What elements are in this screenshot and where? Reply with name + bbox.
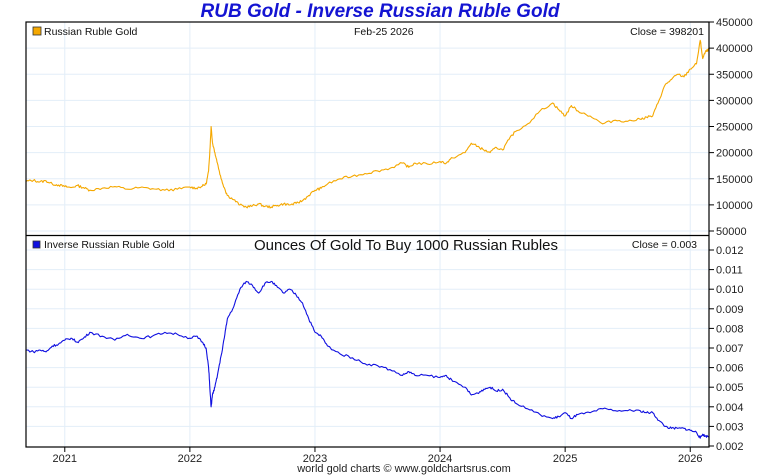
- y-tick-label: 200000: [716, 148, 753, 160]
- date-label: Feb-25 2026: [354, 26, 414, 38]
- close-label-gold: Close = 398201: [630, 26, 704, 38]
- footer-credit: world gold charts © www.goldchartsrus.co…: [296, 463, 511, 475]
- y-tick-label: 100000: [716, 200, 753, 212]
- y-tick-label: 0.004: [716, 402, 744, 414]
- x-tick-label: 2023: [303, 453, 327, 465]
- y-tick-label: 0.002: [716, 441, 744, 453]
- y-tick-label: 450000: [716, 17, 753, 29]
- x-tick-label: 2025: [553, 453, 577, 465]
- series-layer: [25, 39, 710, 439]
- series-line-inverse-russian-ruble-gold: [25, 280, 710, 439]
- y-tick-label: 0.005: [716, 382, 744, 394]
- y-tick-label: 150000: [716, 174, 753, 186]
- legend-label-inverse: Inverse Russian Ruble Gold: [44, 239, 175, 251]
- y-tick-label: 0.007: [716, 343, 744, 355]
- y-tick-label: 300000: [716, 95, 753, 107]
- subtitle: Ounces Of Gold To Buy 1000 Russian Ruble…: [254, 237, 558, 254]
- y-tick-label: 0.010: [716, 284, 744, 296]
- y-tick-label: 50000: [716, 226, 747, 238]
- y-tick-label: 0.009: [716, 304, 744, 316]
- series-line-russian-ruble-gold: [25, 39, 710, 209]
- x-tick-label: 2022: [178, 453, 202, 465]
- y-tick-label: 0.006: [716, 363, 744, 375]
- x-tick-label: 2026: [678, 453, 702, 465]
- y-tick-label: 350000: [716, 69, 753, 81]
- x-tick-label: 2024: [428, 453, 452, 465]
- y-tick-label: 0.003: [716, 421, 744, 433]
- axis-layer: 50000 100000 150000 200000 250000 300000 35000…: [53, 17, 753, 465]
- y-tick-label: 250000: [716, 122, 753, 134]
- y-tick-label: 0.011: [716, 265, 743, 277]
- plot-frame: [25, 21, 710, 448]
- x-tick-label: 2021: [53, 453, 77, 465]
- legend-swatch-gold: [32, 26, 42, 36]
- legend-swatch-inverse: [32, 240, 41, 249]
- close-label-inverse: Close = 0.003: [632, 239, 697, 251]
- grid-layer: [26, 22, 709, 447]
- y-tick-label: 400000: [716, 43, 753, 55]
- y-tick-label: 0.012: [716, 245, 744, 257]
- chart-title: RUB Gold - Inverse Russian Ruble Gold: [200, 1, 560, 22]
- y-tick-label: 0.008: [716, 323, 744, 335]
- legend-label-gold: Russian Ruble Gold: [44, 26, 138, 38]
